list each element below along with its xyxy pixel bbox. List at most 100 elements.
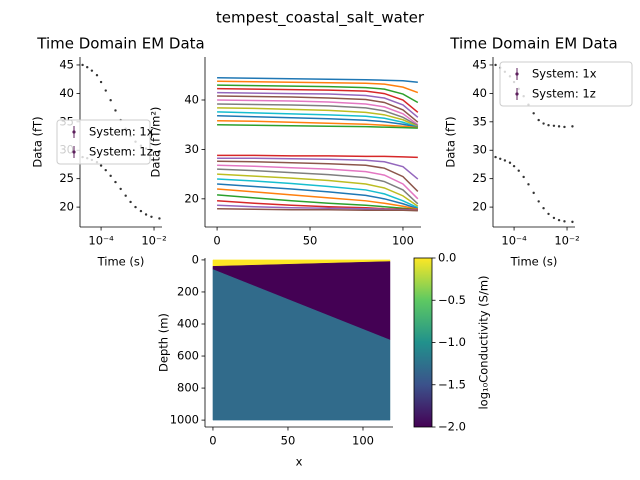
x-tick-label: 100 xyxy=(352,434,374,448)
data-point xyxy=(129,200,132,204)
data-line xyxy=(217,157,419,180)
data-line xyxy=(217,160,419,192)
data-line xyxy=(217,178,419,209)
data-point xyxy=(150,215,153,218)
y-tick-label: 1000 xyxy=(170,413,199,427)
data-line xyxy=(217,154,418,159)
y-tick-label: 20 xyxy=(59,200,74,214)
data-point xyxy=(542,122,545,125)
data-point xyxy=(99,80,103,84)
data-line xyxy=(217,84,419,104)
data-point xyxy=(95,73,99,77)
data-point xyxy=(552,124,556,127)
x-tick-label: 10⁻² xyxy=(141,234,166,248)
data-point xyxy=(512,164,516,168)
y-tick-label: 45 xyxy=(472,57,487,71)
data-point xyxy=(552,216,556,220)
data-point xyxy=(139,209,143,213)
data-line xyxy=(217,111,419,128)
data-line xyxy=(217,77,418,83)
data-line xyxy=(217,123,418,129)
data-line xyxy=(217,164,419,200)
y-tick-label: 20 xyxy=(472,200,487,214)
y-tick-label: 600 xyxy=(177,349,199,363)
data-line xyxy=(217,194,418,211)
y-axis-label: Data (fT) xyxy=(31,116,45,167)
legend-marker xyxy=(515,72,519,76)
colorbar-tick-label: −1.0 xyxy=(438,335,466,349)
data-point xyxy=(114,180,117,184)
data-line xyxy=(217,183,419,210)
legend-label: System: 1x xyxy=(532,67,597,81)
y-tick-label: 400 xyxy=(177,316,199,330)
data-line xyxy=(217,107,419,128)
data-point xyxy=(527,183,530,186)
x-tick-label: 50 xyxy=(281,434,296,448)
data-point xyxy=(557,218,561,222)
x-axis-label: x xyxy=(296,455,303,469)
data-line xyxy=(217,87,419,113)
data-line xyxy=(217,207,418,212)
data-point xyxy=(563,220,566,223)
y-tick-label: 0 xyxy=(192,252,199,266)
x-tick-label: 0 xyxy=(213,234,220,248)
colorbar-tick-label: −1.5 xyxy=(438,377,466,391)
y-tick-label: 40 xyxy=(59,86,74,100)
x-tick-label: 0 xyxy=(209,434,216,448)
data-point xyxy=(547,212,550,216)
data-line xyxy=(217,173,419,207)
legend-box xyxy=(56,119,151,165)
data-point xyxy=(109,99,112,102)
colorbar xyxy=(413,257,433,428)
data-point xyxy=(499,157,502,160)
data-line xyxy=(217,91,419,118)
legend-marker xyxy=(72,130,76,134)
y-tick-label: 800 xyxy=(177,381,199,395)
data-line xyxy=(217,103,419,127)
colorbar-label: log₁₀Conductivity (S/m) xyxy=(477,275,491,409)
x-axis-label: Time (s) xyxy=(97,255,145,269)
y-tick-label: 200 xyxy=(177,284,199,298)
y-tick-label: 25 xyxy=(59,171,74,185)
data-point xyxy=(547,124,550,127)
data-point xyxy=(522,175,525,179)
data-point xyxy=(109,174,112,178)
x-axis-label: Time (s) xyxy=(510,255,558,269)
y-tick-label: 45 xyxy=(59,57,74,71)
data-point xyxy=(104,89,107,92)
axes-title: Time Domain EM Data xyxy=(36,35,204,53)
data-point xyxy=(532,112,535,115)
data-line xyxy=(217,120,418,129)
colorbar-tick-label: −2.0 xyxy=(438,420,466,434)
data-line xyxy=(217,168,419,205)
data-point xyxy=(542,207,545,210)
data-point xyxy=(150,149,153,152)
x-tick-label: 100 xyxy=(392,234,414,248)
data-point xyxy=(114,109,117,112)
data-point xyxy=(134,205,137,209)
data-point xyxy=(86,66,89,69)
data-point xyxy=(81,63,84,67)
data-point xyxy=(144,213,148,216)
x-tick-label: 50 xyxy=(303,234,318,248)
data-point xyxy=(517,169,520,172)
data-line xyxy=(217,115,418,128)
data-point xyxy=(537,200,540,203)
data-point xyxy=(90,69,94,72)
legend-marker xyxy=(515,92,519,96)
data-point xyxy=(99,164,103,167)
data-point xyxy=(503,159,507,162)
y-tick-label: 30 xyxy=(184,142,199,156)
data-point xyxy=(158,217,161,220)
data-point xyxy=(119,187,122,191)
data-line xyxy=(217,95,419,123)
data-point xyxy=(557,125,561,128)
y-tick-label: 40 xyxy=(472,86,487,100)
y-tick-label: 35 xyxy=(472,114,487,128)
data-line xyxy=(217,80,419,94)
legend-label: System: 1z xyxy=(89,145,153,159)
data-point xyxy=(158,150,161,153)
y-tick-label: 25 xyxy=(472,171,487,185)
data-point xyxy=(537,118,540,122)
